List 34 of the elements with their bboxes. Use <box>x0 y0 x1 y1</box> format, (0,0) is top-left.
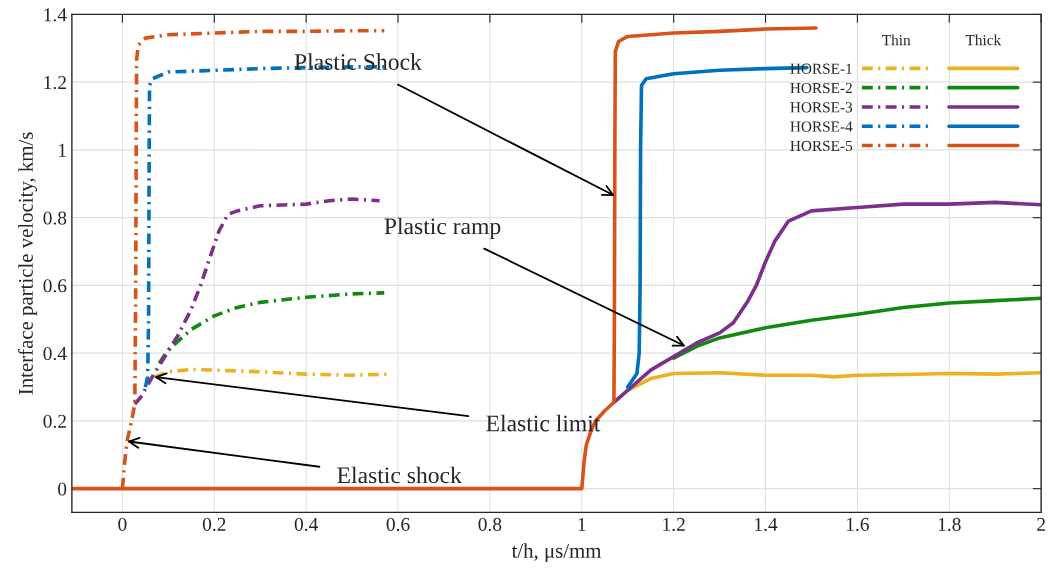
line-series <box>157 291 387 366</box>
annotation: Plastic ramp <box>384 217 501 240</box>
legend-label: HORSE-1 <box>790 63 852 74</box>
x-tick-label: 1.8 <box>938 517 961 532</box>
legend-label: HORSE-4 <box>790 121 853 132</box>
y-tick-label: 0.8 <box>43 211 67 225</box>
y-tick-label: 1 <box>59 143 66 157</box>
x-tick-label: 0.2 <box>202 517 226 532</box>
y-tick-label: 0.2 <box>43 414 66 428</box>
x-axis-title: t/h, μs/mm <box>511 543 602 563</box>
y-axis-title: Interface particle velocity, km/s <box>17 132 38 395</box>
annotation: Thick <box>965 34 1002 46</box>
x-tick-label: 0.4 <box>294 517 318 532</box>
x-tick-label: 0.8 <box>478 517 502 532</box>
x-tick-label: 0 <box>118 517 127 531</box>
y-tick-label: 0 <box>58 482 67 496</box>
annotation: Elastic shock <box>337 466 462 484</box>
x-tick-label: 2 <box>1037 517 1045 531</box>
y-tick-label: 0.4 <box>43 346 67 361</box>
line-series <box>133 197 382 406</box>
y-tick-label: 1.4 <box>44 8 67 22</box>
x-tick-label: 1 <box>578 517 586 531</box>
x-tick-label: 1.4 <box>755 517 778 532</box>
x-tick-label: 0.6 <box>386 517 410 532</box>
legend-label: HORSE-2 <box>790 82 852 94</box>
legend-label: HORSE-3 <box>790 102 853 113</box>
line-series <box>671 296 1042 361</box>
annotation: Thin <box>882 34 911 46</box>
y-tick-label: 0.6 <box>43 279 67 293</box>
x-tick-label: 1.6 <box>846 517 869 532</box>
annotation: Plastic Shock <box>294 53 422 70</box>
x-tick-label: 1.2 <box>663 517 685 532</box>
legend-label: HORSE-5 <box>790 140 853 152</box>
y-tick-label: 1.2 <box>44 76 66 90</box>
